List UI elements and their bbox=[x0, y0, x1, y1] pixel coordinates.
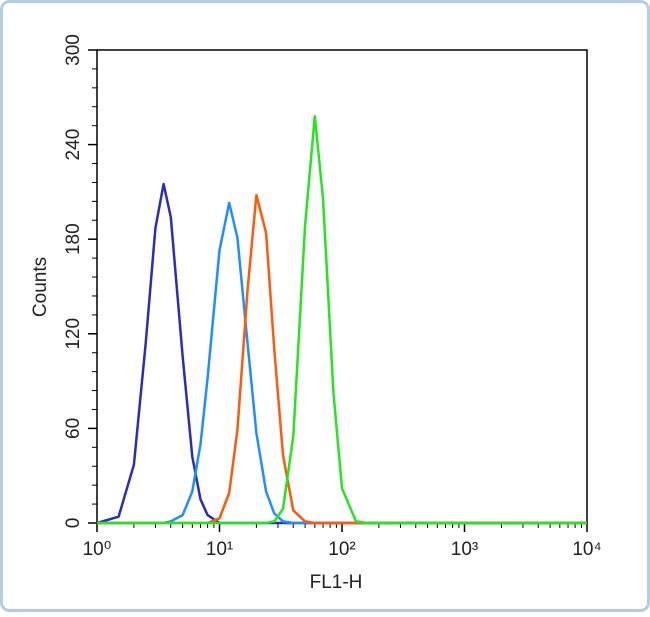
x-tick-label: 10¹ bbox=[206, 539, 233, 560]
x-axis-label: FL1-H bbox=[310, 572, 363, 593]
y-tick-label: 240 bbox=[63, 129, 84, 161]
x-tick-label: 10⁴ bbox=[572, 539, 601, 560]
x-tick-label: 10² bbox=[328, 539, 355, 560]
y-tick-label: 180 bbox=[63, 223, 84, 255]
x-tick-label: 10⁰ bbox=[83, 539, 112, 560]
y-tick-label: 0 bbox=[63, 518, 84, 529]
y-tick-label: 120 bbox=[63, 318, 84, 350]
x-tick-label: 10³ bbox=[451, 539, 478, 560]
y-tick-label: 60 bbox=[63, 418, 84, 439]
series-line bbox=[97, 114, 587, 525]
y-tick-label: 300 bbox=[63, 34, 84, 66]
y-axis-label: Counts bbox=[30, 257, 51, 317]
